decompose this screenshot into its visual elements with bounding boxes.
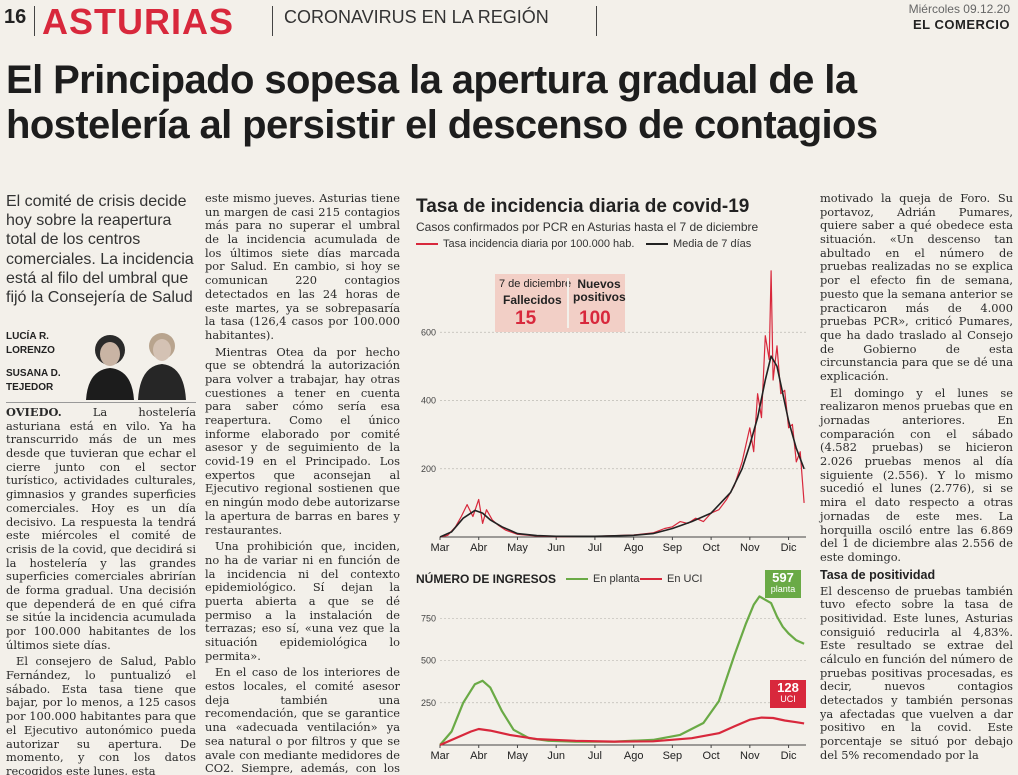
planta-latest-label: planta — [770, 584, 796, 594]
x-tick-label: Sep — [663, 750, 683, 762]
incidence-chart: 200 400 600 Mar Abr May Jun Jul Ago Sep Oct Nov Dic — [421, 270, 806, 554]
section-title: ASTURIAS — [42, 1, 235, 42]
subsection-title: CORONAVIRUS EN LA REGIÓN — [284, 7, 549, 27]
legend-item: En UCI — [640, 573, 702, 585]
article-column: OVIEDO. La hostelería asturiana está en … — [6, 405, 196, 775]
article-paragraph: El domingo y el lunes se realizaron meno… — [820, 385, 1013, 564]
y-tick-label: 400 — [421, 396, 436, 406]
author-name: LUCÍA R. LORENZO — [6, 331, 55, 356]
divider — [272, 6, 273, 36]
infographic: Tasa de incidencia diaria de covid-19 Ca… — [408, 192, 813, 775]
legend-item: En planta — [566, 573, 639, 585]
article-paragraph: El descenso de pruebas también tuvo efec… — [820, 583, 1013, 762]
admissions-chart: 250 500 750 Mar Abr May Jun Jul Ago Sep Oct Nov Dic — [421, 595, 806, 762]
divider — [596, 6, 597, 36]
y-tick-label: 750 — [421, 613, 436, 623]
lead-paragraph: El comité de crisis decide hoy sobre la … — [6, 193, 194, 306]
divider — [567, 278, 569, 328]
article-paragraph: motivado la queja de Foro. Su portavoz, … — [820, 191, 1013, 383]
legend-item: Tasa incidencia diaria por 100.000 hab. — [416, 238, 634, 250]
series-line — [439, 716, 805, 747]
issue-date: Miércoles 09.12.20 — [908, 2, 1010, 16]
planta-latest-value: 597 — [772, 570, 794, 585]
article-paragraph: En el caso de los interiores de estos lo… — [205, 665, 400, 775]
author-name: SUSANA D. TEJEDOR — [6, 368, 61, 393]
article-paragraph: Mientras Otea da por hecho que se obtend… — [205, 344, 400, 537]
author-photos — [86, 333, 186, 400]
x-tick-label: Oct — [703, 750, 720, 762]
x-tick-label: Jun — [547, 750, 565, 762]
x-tick-label: Abr — [470, 750, 487, 762]
divider — [6, 402, 196, 403]
article-paragraph: OVIEDO. La hostelería asturiana está en … — [6, 405, 196, 652]
x-tick-label: Ago — [624, 750, 644, 762]
x-tick-label: Jun — [547, 542, 565, 554]
series-line — [439, 355, 805, 538]
subheading: Tasa de positividad — [820, 567, 936, 582]
annotation-date: 7 de diciembre — [499, 278, 572, 290]
x-tick-label: Abr — [470, 542, 487, 554]
deaths-label: Fallecidos — [503, 293, 562, 307]
article-column: motivado la queja de Foro. Su portavoz, … — [820, 191, 1013, 766]
y-tick-label: 200 — [421, 464, 436, 474]
dateline: OVIEDO. — [6, 405, 62, 419]
article-paragraph: El consejero de Salud, Pablo Fernández, … — [6, 654, 196, 775]
x-tick-label: Ago — [624, 542, 644, 554]
annotation-box: 7 de diciembre Fallecidos 15 Nuevos posi… — [495, 274, 626, 332]
x-tick-label: Nov — [740, 750, 760, 762]
y-tick-label: 500 — [421, 656, 436, 666]
x-tick-label: May — [507, 750, 528, 762]
x-tick-label: Mar — [431, 542, 450, 554]
x-tick-label: Dic — [781, 750, 797, 762]
series-line — [439, 595, 805, 746]
byline: LUCÍA R. LORENZO SUSANA D. TEJEDOR — [6, 330, 86, 394]
chart-subtitle: Casos confirmados por PCR en Asturias ha… — [416, 220, 759, 234]
y-tick-label: 250 — [421, 698, 436, 708]
planta-latest-badge: 597 planta — [765, 570, 801, 598]
new-cases-value: 100 — [579, 308, 611, 329]
x-tick-label: Sep — [663, 542, 683, 554]
uci-latest-label: UCI — [780, 694, 796, 704]
newspaper-name: EL COMERCIO — [913, 17, 1010, 32]
x-tick-label: Jul — [588, 542, 602, 554]
deaths-value: 15 — [515, 308, 537, 329]
legend-item: Media de 7 días — [646, 238, 751, 250]
x-tick-label: May — [507, 542, 528, 554]
page-number: 16 — [4, 6, 27, 28]
chart-title: Tasa de incidencia diaria de covid-19 — [416, 196, 750, 217]
uci-latest-value: 128 — [777, 680, 799, 695]
divider — [34, 6, 35, 36]
x-tick-label: Oct — [703, 542, 720, 554]
x-tick-label: Mar — [431, 750, 450, 762]
x-tick-label: Nov — [740, 542, 760, 554]
x-tick-label: Dic — [781, 542, 797, 554]
new-cases-label: Nuevos positivos — [573, 277, 626, 305]
page-header: 16 ASTURIAS CORONAVIRUS EN LA REGIÓN Mié… — [0, 0, 1018, 42]
article-paragraph: Una prohibición que, inciden, no ha de v… — [205, 539, 400, 663]
chart-title: NÚMERO DE INGRESOS — [416, 572, 557, 586]
headline: El Principado sopesa la apertura gradual… — [6, 58, 878, 147]
y-tick-label: 600 — [421, 327, 436, 337]
article-paragraph: este mismo jueves. Asturias tiene un mar… — [205, 191, 400, 342]
x-tick-label: Jul — [588, 750, 602, 762]
series-line — [439, 270, 805, 538]
article-column: este mismo jueves. Asturias tiene un mar… — [205, 191, 400, 775]
uci-latest-badge: 128 UCI — [770, 680, 806, 708]
